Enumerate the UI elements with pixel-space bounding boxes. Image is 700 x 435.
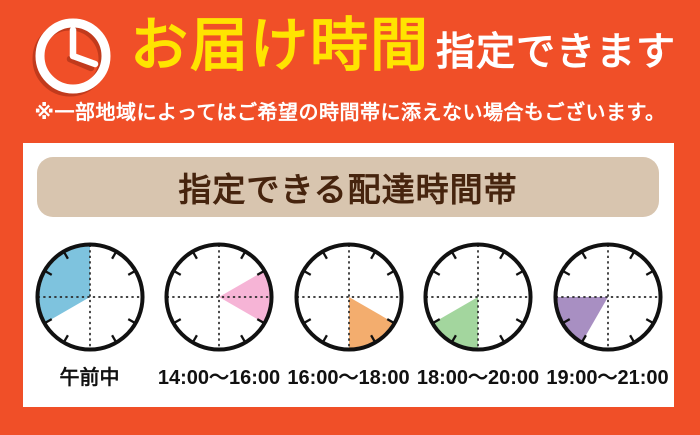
- banner-disclaimer: ※一部地域によってはご希望の時間帯に添えない場合もございます。: [34, 102, 666, 124]
- clock-slot: 19:00〜21:00: [545, 240, 671, 390]
- clocks-row: 午前中 14:00〜16:00 16:00〜18:00 18:00〜20:00 …: [23, 240, 674, 390]
- clock-face-diagram: [164, 242, 274, 352]
- clock-face-diagram: [34, 242, 145, 352]
- clock-slot-label: 18:00〜20:00: [416, 367, 540, 389]
- clock-icon: [32, 18, 111, 97]
- clock-face-diagram: [423, 242, 533, 352]
- clock-face-diagram: [552, 242, 663, 352]
- clock-slot: 18:00〜20:00: [415, 240, 541, 390]
- clock-face-diagram: [293, 242, 404, 352]
- delivery-time-card: 指定できる配達時間帯 午前中 14:00〜16:00 16:00〜18:00 1…: [23, 143, 674, 407]
- clock-slot-label: 19:00〜21:00: [546, 367, 669, 389]
- clock-slot: 午前中: [27, 240, 153, 390]
- clock-slot-label: 14:00〜16:00: [157, 367, 281, 389]
- banner-title: お届け時間 指定できます: [130, 12, 676, 80]
- clock-slot-label: 午前中: [59, 367, 120, 389]
- clock-slot: 16:00〜18:00: [286, 240, 412, 390]
- banner-title-main: お届け時間: [130, 13, 431, 78]
- card-header: 指定できる配達時間帯: [37, 157, 659, 217]
- banner-title-sub: 指定できます: [436, 31, 677, 74]
- card-header-label: 指定できる配達時間帯: [178, 171, 518, 208]
- clock-slot: 14:00〜16:00: [156, 240, 282, 390]
- clock-slot-label: 16:00〜18:00: [287, 367, 410, 389]
